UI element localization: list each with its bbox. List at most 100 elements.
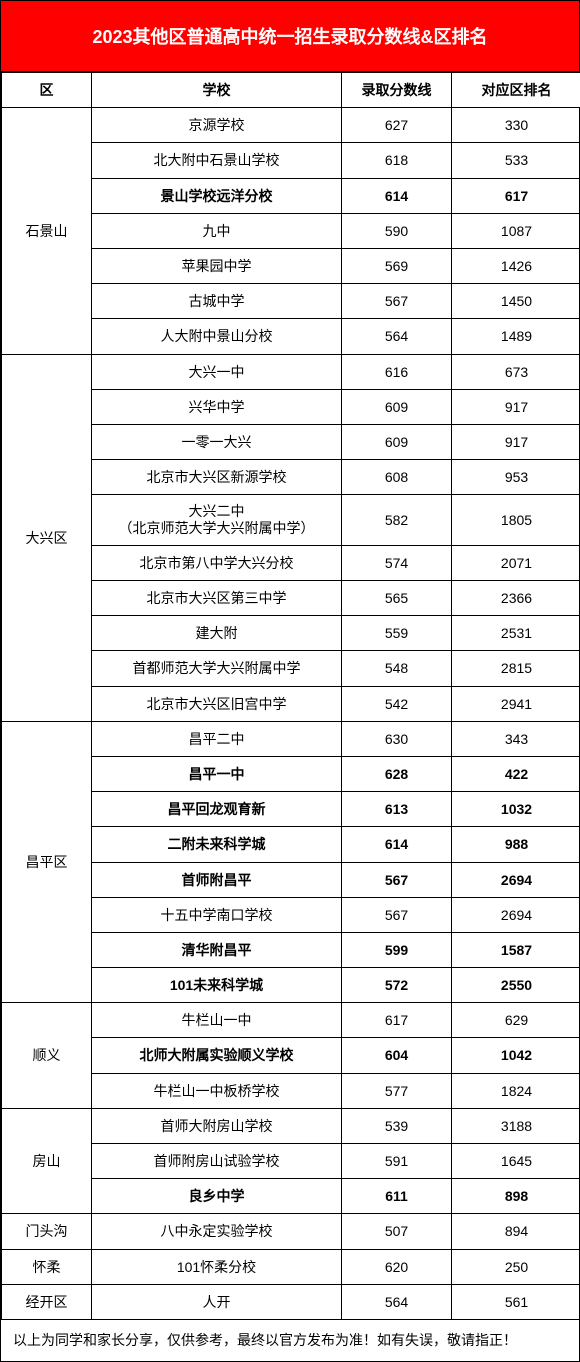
header-row: 区 学校 录取分数线 对应区排名	[2, 73, 580, 108]
school-cell: 首师大附房山学校	[92, 1108, 342, 1143]
school-cell: 古城中学	[92, 284, 342, 319]
score-cell: 567	[342, 862, 452, 897]
table-row: 昌平区昌平二中630343	[2, 721, 580, 756]
score-cell: 618	[342, 143, 452, 178]
school-cell: 首师附房山试验学校	[92, 1144, 342, 1179]
school-cell: 101怀柔分校	[92, 1249, 342, 1284]
rank-cell: 1645	[452, 1144, 580, 1179]
score-cell: 616	[342, 354, 452, 389]
rank-cell: 2941	[452, 686, 580, 721]
rank-cell: 250	[452, 1249, 580, 1284]
score-cell: 617	[342, 1003, 452, 1038]
school-cell: 兴华中学	[92, 389, 342, 424]
school-cell: 大兴二中（北京师范大学大兴附属中学）	[92, 495, 342, 546]
score-cell: 614	[342, 178, 452, 213]
district-cell: 石景山	[2, 108, 92, 354]
col-district: 区	[2, 73, 92, 108]
score-cell: 609	[342, 389, 452, 424]
rank-cell: 673	[452, 354, 580, 389]
col-school: 学校	[92, 73, 342, 108]
school-cell: 十五中学南口学校	[92, 897, 342, 932]
school-cell: 昌平二中	[92, 721, 342, 756]
rank-cell: 422	[452, 756, 580, 791]
score-cell: 599	[342, 932, 452, 967]
table-container: 2023其他区普通高中统一招生录取分数线&区排名 区 学校 录取分数线 对应区排…	[0, 0, 580, 1362]
rank-cell: 533	[452, 143, 580, 178]
rank-cell: 330	[452, 108, 580, 143]
rank-cell: 3188	[452, 1108, 580, 1143]
score-cell: 564	[342, 319, 452, 354]
score-cell: 565	[342, 581, 452, 616]
rank-cell: 1805	[452, 495, 580, 546]
score-cell: 630	[342, 721, 452, 756]
school-cell: 京源学校	[92, 108, 342, 143]
rank-cell: 343	[452, 721, 580, 756]
rank-cell: 1087	[452, 213, 580, 248]
score-cell: 574	[342, 545, 452, 580]
rank-cell: 917	[452, 389, 580, 424]
page-title: 2023其他区普通高中统一招生录取分数线&区排名	[1, 1, 579, 72]
rank-cell: 1426	[452, 248, 580, 283]
table-row: 门头沟八中永定实验学校507894	[2, 1214, 580, 1249]
school-cell: 首师附昌平	[92, 862, 342, 897]
table-row: 经开区人开564561	[2, 1284, 580, 1319]
admission-table: 区 学校 录取分数线 对应区排名 石景山京源学校627330北大附中石景山学校6…	[1, 72, 580, 1320]
rank-cell: 917	[452, 424, 580, 459]
score-cell: 564	[342, 1284, 452, 1319]
rank-cell: 2550	[452, 968, 580, 1003]
school-cell: 人开	[92, 1284, 342, 1319]
school-cell: 北京市第八中学大兴分校	[92, 545, 342, 580]
district-cell: 顺义	[2, 1003, 92, 1109]
rank-cell: 1587	[452, 932, 580, 967]
score-cell: 613	[342, 792, 452, 827]
score-cell: 572	[342, 968, 452, 1003]
rank-cell: 2366	[452, 581, 580, 616]
score-cell: 548	[342, 651, 452, 686]
col-score: 录取分数线	[342, 73, 452, 108]
rank-cell: 561	[452, 1284, 580, 1319]
score-cell: 609	[342, 424, 452, 459]
score-cell: 591	[342, 1144, 452, 1179]
school-cell: 北京市大兴区新源学校	[92, 460, 342, 495]
rank-cell: 1450	[452, 284, 580, 319]
score-cell: 582	[342, 495, 452, 546]
table-row: 大兴区大兴一中616673	[2, 354, 580, 389]
col-rank: 对应区排名	[452, 73, 580, 108]
rank-cell: 898	[452, 1179, 580, 1214]
school-cell: 101未来科学城	[92, 968, 342, 1003]
table-row: 房山首师大附房山学校5393188	[2, 1108, 580, 1143]
score-cell: 627	[342, 108, 452, 143]
rank-cell: 988	[452, 827, 580, 862]
school-cell: 昌平回龙观育新	[92, 792, 342, 827]
score-cell: 604	[342, 1038, 452, 1073]
rank-cell: 617	[452, 178, 580, 213]
table-row: 石景山京源学校627330	[2, 108, 580, 143]
table-row: 顺义牛栏山一中617629	[2, 1003, 580, 1038]
school-cell: 建大附	[92, 616, 342, 651]
school-cell: 八中永定实验学校	[92, 1214, 342, 1249]
score-cell: 628	[342, 756, 452, 791]
score-cell: 567	[342, 897, 452, 932]
school-cell: 一零一大兴	[92, 424, 342, 459]
district-cell: 经开区	[2, 1284, 92, 1319]
school-cell: 清华附昌平	[92, 932, 342, 967]
school-cell: 二附未来科学城	[92, 827, 342, 862]
school-cell: 苹果园中学	[92, 248, 342, 283]
school-cell: 大兴一中	[92, 354, 342, 389]
score-cell: 620	[342, 1249, 452, 1284]
score-cell: 614	[342, 827, 452, 862]
rank-cell: 2071	[452, 545, 580, 580]
rank-cell: 1042	[452, 1038, 580, 1073]
rank-cell: 629	[452, 1003, 580, 1038]
school-cell: 昌平一中	[92, 756, 342, 791]
rank-cell: 1489	[452, 319, 580, 354]
score-cell: 539	[342, 1108, 452, 1143]
score-cell: 577	[342, 1073, 452, 1108]
school-cell: 牛栏山一中	[92, 1003, 342, 1038]
school-cell: 景山学校远洋分校	[92, 178, 342, 213]
score-cell: 569	[342, 248, 452, 283]
school-cell: 北京市大兴区第三中学	[92, 581, 342, 616]
score-cell: 542	[342, 686, 452, 721]
rank-cell: 2531	[452, 616, 580, 651]
school-cell: 北大附中石景山学校	[92, 143, 342, 178]
